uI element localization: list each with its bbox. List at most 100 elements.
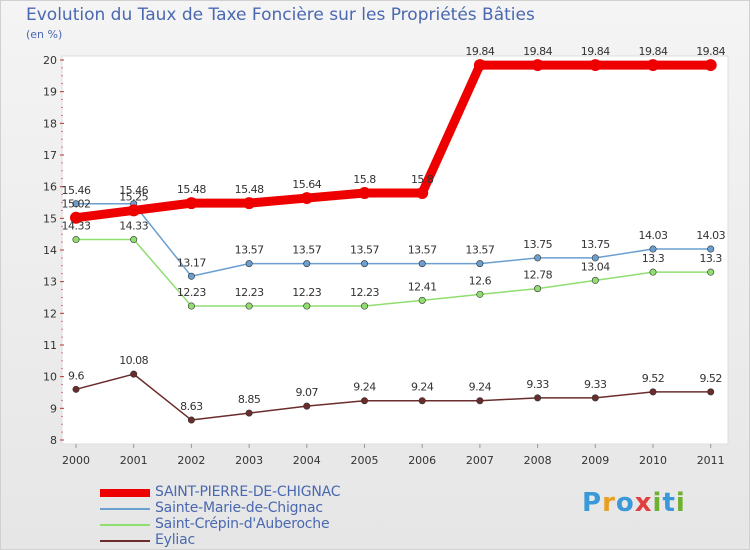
data-point bbox=[649, 388, 657, 396]
y-tick-label: 8 bbox=[50, 434, 57, 447]
data-label: 15.25 bbox=[119, 190, 148, 203]
data-point bbox=[130, 236, 138, 244]
data-label: 15.64 bbox=[292, 178, 321, 191]
data-label: 8.85 bbox=[238, 393, 261, 406]
data-point bbox=[245, 409, 253, 417]
y-axis-unit: (en %) bbox=[26, 28, 63, 41]
data-label: 15.48 bbox=[235, 183, 264, 196]
data-point bbox=[187, 416, 195, 424]
data-point bbox=[534, 394, 542, 402]
data-label: 13.04 bbox=[581, 260, 610, 273]
data-point bbox=[72, 385, 80, 393]
y-tick-label: 18 bbox=[43, 117, 57, 130]
chart-title: Evolution du Taux de Taxe Foncière sur l… bbox=[26, 5, 535, 25]
x-tick-label: 2006 bbox=[408, 454, 436, 467]
legend-swatch bbox=[100, 508, 150, 510]
data-point bbox=[303, 260, 311, 268]
data-point bbox=[303, 402, 311, 410]
data-label: 19.84 bbox=[523, 45, 552, 58]
logo-letter: t bbox=[662, 488, 676, 518]
data-point bbox=[707, 268, 715, 276]
data-label: 15.8 bbox=[411, 173, 434, 186]
data-point bbox=[187, 272, 195, 280]
legend: SAINT-PIERRE-DE-CHIGNAC Sainte-Marie-de-… bbox=[100, 484, 430, 549]
data-point bbox=[245, 260, 253, 268]
x-tick-label: 2007 bbox=[466, 454, 494, 467]
y-tick-label: 9 bbox=[50, 402, 57, 415]
legend-item-eyliac[interactable]: Eyliac bbox=[100, 532, 430, 549]
data-point bbox=[647, 59, 659, 72]
data-label: 13.57 bbox=[465, 244, 494, 257]
legend-item-saint-crepin[interactable]: Saint-Crépin-d'Auberoche bbox=[100, 516, 430, 533]
legend-label: Saint-Crépin-d'Auberoche bbox=[155, 516, 330, 532]
series-line bbox=[71, 60, 716, 223]
logo-letter: P bbox=[582, 488, 603, 518]
data-point bbox=[360, 302, 368, 310]
data-label: 13.3 bbox=[642, 252, 665, 265]
data-label: 10.08 bbox=[119, 354, 148, 367]
y-tick-label: 15 bbox=[43, 212, 57, 225]
logo-letter: r bbox=[602, 488, 616, 518]
data-label: 14.33 bbox=[62, 220, 91, 233]
data-point bbox=[243, 197, 256, 210]
legend-item-saint-pierre[interactable]: SAINT-PIERRE-DE-CHIGNAC bbox=[100, 484, 430, 501]
y-tick-label: 19 bbox=[43, 86, 57, 99]
y-tick-label: 10 bbox=[43, 371, 57, 384]
logo-letter: i bbox=[652, 488, 663, 518]
data-point bbox=[589, 59, 602, 72]
data-label: 9.52 bbox=[642, 372, 665, 385]
data-point bbox=[185, 197, 198, 210]
data-label: 9.24 bbox=[411, 381, 434, 394]
data-point bbox=[72, 236, 80, 244]
data-point bbox=[418, 296, 426, 304]
y-tick-label: 12 bbox=[43, 307, 57, 320]
data-label: 9.33 bbox=[526, 378, 549, 391]
data-point bbox=[187, 302, 195, 310]
x-tick-label: 2010 bbox=[639, 454, 667, 467]
data-point bbox=[360, 397, 368, 405]
data-label: 14.33 bbox=[119, 220, 148, 233]
data-label: 13.57 bbox=[408, 244, 437, 257]
data-label: 12.78 bbox=[523, 269, 552, 282]
data-label: 13.75 bbox=[523, 238, 552, 251]
data-label: 12.23 bbox=[177, 286, 206, 299]
y-tick-label: 13 bbox=[43, 276, 57, 289]
series-line bbox=[75, 373, 712, 421]
legend-label: SAINT-PIERRE-DE-CHIGNAC bbox=[155, 484, 341, 500]
data-point bbox=[534, 285, 542, 293]
data-label: 13.57 bbox=[235, 244, 264, 257]
x-tick-label: 2009 bbox=[581, 454, 609, 467]
data-label: 14.03 bbox=[696, 229, 725, 242]
legend-swatch bbox=[100, 489, 150, 497]
data-point bbox=[476, 260, 484, 268]
data-point bbox=[707, 388, 715, 396]
data-point bbox=[72, 200, 80, 208]
data-label: 9.52 bbox=[699, 372, 722, 385]
data-label: 12.41 bbox=[408, 280, 437, 293]
logo-letter: i bbox=[675, 488, 686, 518]
data-label: 9.33 bbox=[584, 378, 607, 391]
data-label: 15.48 bbox=[177, 183, 206, 196]
data-point bbox=[591, 276, 599, 284]
data-point bbox=[245, 302, 253, 310]
data-point bbox=[418, 260, 426, 268]
data-label: 13.75 bbox=[581, 238, 610, 251]
data-point bbox=[591, 254, 599, 262]
x-tick-label: 2003 bbox=[235, 454, 263, 467]
x-tick-label: 2005 bbox=[351, 454, 379, 467]
data-label: 13.57 bbox=[292, 244, 321, 257]
data-label: 12.6 bbox=[469, 274, 492, 287]
legend-label: Eyliac bbox=[155, 532, 195, 548]
data-point bbox=[707, 245, 715, 253]
data-label: 12.23 bbox=[350, 286, 379, 299]
legend-item-sainte-marie[interactable]: Sainte-Marie-de-Chignac bbox=[100, 500, 430, 517]
y-tick-label: 14 bbox=[43, 244, 57, 257]
y-tick-label: 17 bbox=[43, 149, 57, 162]
data-point bbox=[127, 204, 140, 217]
data-label: 9.6 bbox=[68, 369, 84, 382]
y-tick-label: 20 bbox=[43, 54, 57, 67]
data-point bbox=[418, 397, 426, 405]
data-label: 9.07 bbox=[296, 386, 319, 399]
data-label: 12.23 bbox=[235, 286, 264, 299]
data-label: 13.3 bbox=[699, 252, 722, 265]
